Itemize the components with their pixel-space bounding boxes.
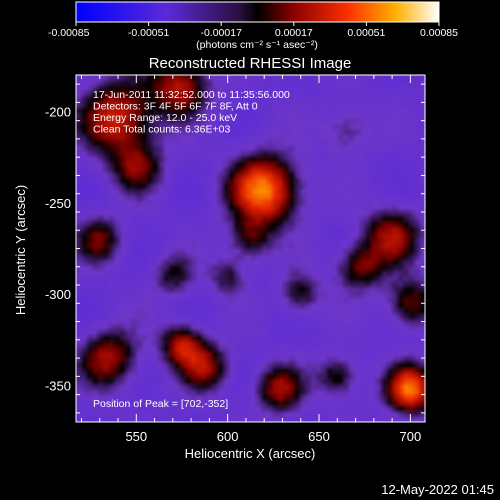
colorbar-tick-label: 0.00085 bbox=[420, 27, 458, 39]
colorbar-ticks: -0.00085 -0.00051 -0.00017 0.00017 0.00051 0.… bbox=[48, 22, 458, 39]
x-tick-label: 700 bbox=[400, 429, 422, 444]
x-tick-label: 650 bbox=[308, 429, 330, 444]
x-tick-label: 550 bbox=[125, 429, 147, 444]
annotation-line: Detectors: 3F 4F 5F 6F 7F 8F, Att 0 bbox=[93, 101, 258, 113]
x-axis-label: Heliocentric X (arcsec) bbox=[185, 446, 316, 461]
y-axis: -200 -250 -300 -350 bbox=[45, 83, 425, 414]
colorbar-tick-label: -0.00085 bbox=[48, 27, 90, 39]
footer-timestamp: 12-May-2022 01:45 bbox=[381, 482, 494, 497]
peak-position-label: Position of Peak = [702,-352] bbox=[93, 398, 228, 410]
heatmap bbox=[76, 75, 425, 422]
x-tick-label: 600 bbox=[217, 429, 239, 444]
y-tick-label: -350 bbox=[45, 378, 71, 393]
colorbar-tick-label: -0.00017 bbox=[200, 27, 242, 39]
x-axis: 550 600 650 700 bbox=[80, 75, 422, 444]
colorbar-tick-label: 0.00051 bbox=[347, 27, 385, 39]
colorbar-tick-label: 0.00017 bbox=[275, 27, 313, 39]
heatmap-image bbox=[76, 75, 425, 422]
colorbar-units: (photons cm⁻² s⁻¹ asec⁻²) bbox=[196, 39, 318, 51]
colorbar-frame bbox=[75, 1, 440, 23]
annotation-line: Energy Range: 12.0 - 25.0 keV bbox=[93, 112, 237, 124]
y-axis-label: Heliocentric Y (arcsec) bbox=[13, 185, 28, 315]
annotations: 17-Jun-2011 11:32:52.000 to 11:35:56.000… bbox=[93, 89, 290, 136]
annotation-line: 17-Jun-2011 11:32:52.000 to 11:35:56.000 bbox=[93, 89, 290, 101]
y-tick-label: -250 bbox=[45, 196, 71, 211]
colorbar: -0.00085 -0.00051 -0.00017 0.00017 0.00051 0.… bbox=[48, 1, 458, 51]
y-tick-label: -200 bbox=[45, 105, 71, 120]
chart-title: Reconstructed RHESSI Image bbox=[149, 55, 352, 72]
colorbar-tick-label: -0.00051 bbox=[128, 27, 170, 39]
colorbar-ramp bbox=[76, 2, 439, 22]
y-tick-label: -300 bbox=[45, 287, 71, 302]
annotation-line: Clean Total counts: 6.36E+03 bbox=[93, 124, 230, 136]
